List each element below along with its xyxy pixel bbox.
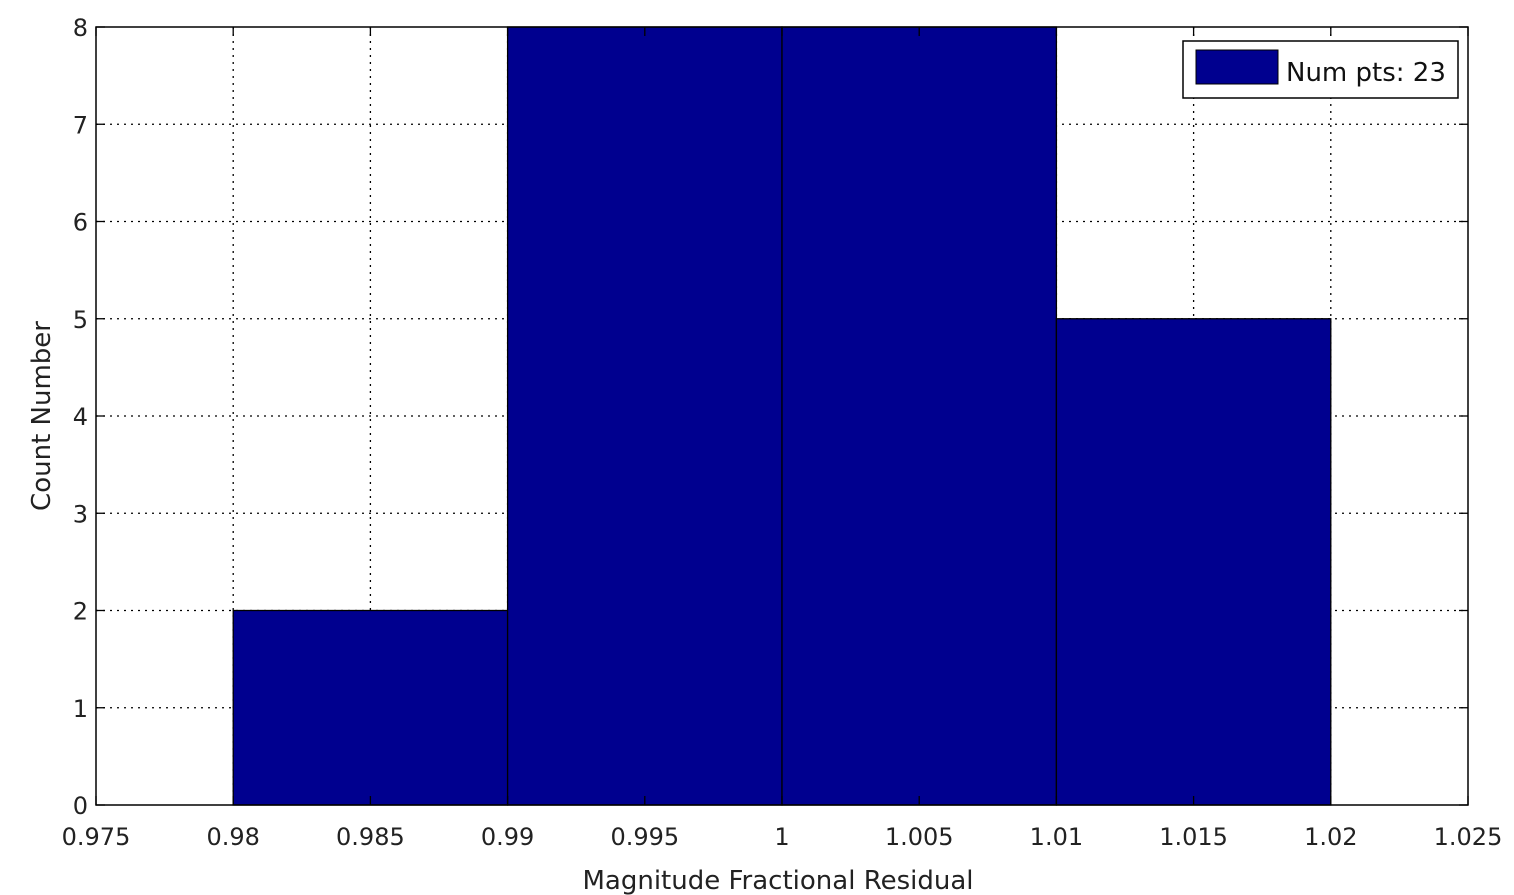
legend-swatch: [1195, 49, 1279, 85]
x-tick-label: 1.005: [885, 823, 954, 851]
axis-ticks: [95, 26, 1469, 806]
y-tick-label: 4: [73, 403, 88, 431]
x-axis-label: Magnitude Fractional Residual: [582, 866, 973, 895]
y-tick-label: 6: [73, 209, 88, 237]
x-tick-label: 0.995: [610, 823, 679, 851]
y-tick-label: 3: [73, 500, 88, 528]
x-tick-label: 1.02: [1304, 823, 1357, 851]
x-tick-label: 1.015: [1159, 823, 1228, 851]
histogram-bars: [232, 26, 1332, 806]
x-tick-label: 0.985: [336, 823, 405, 851]
histogram-bar: [1055, 318, 1332, 806]
x-tick-label: 0.98: [206, 823, 259, 851]
y-tick-label: 8: [73, 14, 88, 42]
x-tick-label: 1.025: [1434, 823, 1503, 851]
x-tick-label: 1.01: [1030, 823, 1083, 851]
x-tick-labels: 0.975 0.98 0.985 0.99 0.995 1 1.005 1.01 1.015 1.…: [62, 823, 1503, 851]
y-tick-label: 1: [73, 695, 88, 723]
y-tick-label: 7: [73, 111, 88, 139]
y-tick-label: 0: [73, 792, 88, 820]
y-tick-labels: 0 1 2 3 4 5 6 7 8: [73, 14, 88, 820]
histogram-bar: [232, 609, 509, 806]
legend: Num pts: 23: [1182, 40, 1459, 99]
histogram-bar: [506, 26, 783, 806]
histogram-bar: [781, 26, 1058, 806]
y-tick-label: 2: [73, 598, 88, 626]
y-axis-label: Count Number: [27, 321, 57, 511]
x-tick-label: 1: [774, 823, 789, 851]
x-tick-label: 0.99: [481, 823, 534, 851]
y-tick-label: 5: [73, 306, 88, 334]
legend-label: Num pts: 23: [1286, 58, 1446, 88]
x-tick-label: 0.975: [62, 823, 131, 851]
